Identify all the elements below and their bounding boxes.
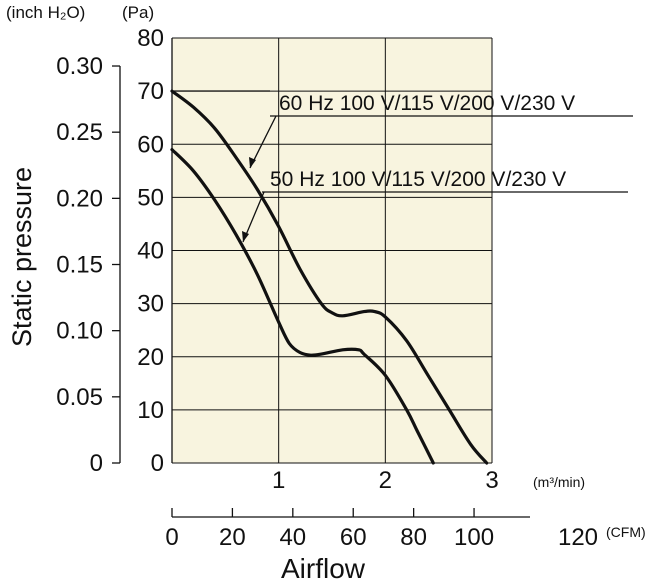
y-inch-tick-label: 0.15 [56,252,103,279]
y-inch-tick-label: 0.10 [56,318,103,345]
inch-h2o-unit-label: (inch H₂O) [6,3,85,22]
y-pa-tick-label: 0 [151,450,164,477]
y-pa-tick-label: 80 [137,25,164,52]
y-pa-tick-label: 50 [137,184,164,211]
y-pa-tick-label: 20 [137,344,164,371]
series-60hz-label: 60 Hz 100 V/115 V/200 V/230 V [279,92,575,115]
x-m3min-tick-label: 1 [272,467,285,494]
curves [170,89,489,465]
x-cfm-tick-label: 80 [400,524,427,551]
x-axis-title: Airflow [281,553,366,584]
series-50hz-label: 50 Hz 100 V/115 V/200 V/230 V [270,168,566,191]
x-m3min-tick-label: 2 [379,467,392,494]
y-inch-tick-label: 0.05 [56,384,103,411]
x-cfm-tick-label: 100 [454,524,494,551]
arrowhead-50hz [242,231,249,242]
y-pa-tick-label: 70 [137,78,164,105]
x-cfm-axis: 0 20 40 60 80 100 120 [165,508,598,551]
pa-unit-label: (Pa) [122,3,154,22]
x-cfm-tick-label: 20 [219,524,246,551]
x-cfm-tick-label: 60 [340,524,367,551]
y-inch-tick-label: 0 [90,450,103,477]
y-inch-tick-label: 0.20 [56,185,103,212]
y-pa-axis: 0 10 20 30 40 50 60 70 80 [137,25,164,477]
series-50hz-line [170,148,435,465]
y-inch-axis: 0 0.05 0.10 0.15 0.20 0.25 0.30 [56,53,120,477]
y-pa-tick-label: 10 [137,397,164,424]
x-cfm-tick-label: 0 [165,524,178,551]
arrowhead-60hz [249,157,256,168]
y-axis-title: Static pressure [7,167,37,347]
y-pa-tick-label: 40 [137,238,164,265]
y-pa-tick-label: 60 [137,131,164,158]
x-cfm-tick-label: 120 [558,524,598,551]
cfm-unit-label: (CFM) [606,524,646,540]
x-m3min-axis: 1 2 3 [272,467,499,494]
series-60hz-line [170,89,489,465]
y-inch-tick-label: 0.25 [56,119,103,146]
x-m3min-tick-label: 3 [485,467,498,494]
y-pa-tick-label: 30 [137,291,164,318]
x-cfm-tick-label: 40 [279,524,306,551]
leader-arrowheads [242,157,256,242]
y-inch-tick-label: 0.30 [56,53,103,80]
m3min-unit-label: (m³/min) [533,474,585,490]
